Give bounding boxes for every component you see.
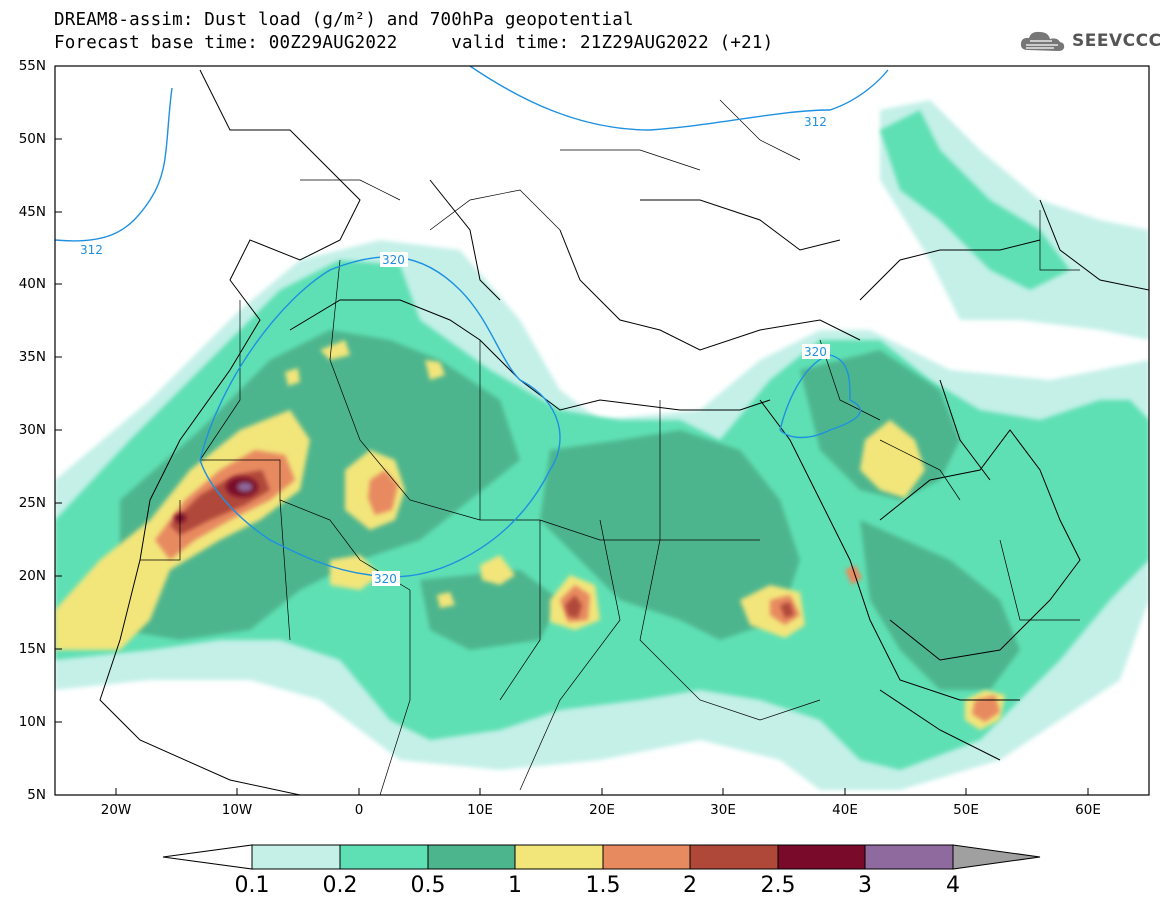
lat-tick-label: 40N [19,276,46,292]
country-borders [140,99,1080,795]
logo-text: SEEVCCC [1072,31,1162,51]
lat-tick-label: 5N [27,787,46,803]
dust-level-0.5-areas [120,330,1020,690]
lon-tick-label: 10W [222,802,253,818]
colorbar-swatch [427,844,516,870]
colorbar-tick-label: 3 [858,873,872,898]
colorbar-high-arrow [952,844,1041,870]
colorbar-tick-label: 0.1 [235,873,270,898]
colorbar-tick-label: 1 [508,873,522,898]
lon-tick-label: 20W [101,802,132,818]
colorbar-labels: 0.1 0.2 0.5 1 1.5 2 2.5 3 4 [235,873,961,898]
forecast-time-subtitle: Forecast base time: 00Z29AUG2022 valid t… [54,33,774,53]
colorbar-swatch [514,844,604,870]
colorbar-swatch [602,844,691,870]
seevccc-logo: SEEVCCC [1018,28,1162,54]
colorbar [162,844,1041,870]
map-title: DREAM8-assim: Dust load (g/m²) and 700hP… [54,10,634,30]
latitude-axis: 55N 50N 45N 40N 35N 30N 25N 20N 15N 10N … [19,58,62,803]
lat-tick-label: 55N [19,58,46,74]
lat-tick-label: 10N [19,714,46,730]
contour-labels: 312 312 320 320 320 [78,114,830,586]
lon-tick-label: 40E [832,802,858,818]
colorbar-tick-label: 2.5 [761,873,796,898]
lon-tick-label: 30E [710,802,736,818]
cloud-icon [1020,31,1065,51]
lon-tick-label: 10E [467,802,493,818]
colorbar-tick-label: 2 [683,873,697,898]
geopotential-contours [55,66,889,578]
contour-label-320-north: 320 [382,253,405,267]
colorbar-swatch [339,844,429,870]
colorbar-tick-label: 1.5 [586,873,621,898]
colorbar-swatch [689,844,779,870]
colorbar-swatch [864,844,954,870]
lon-tick-label: 20E [589,802,615,818]
colorbar-tick-label: 4 [946,873,960,898]
colorbar-swatch [251,844,341,870]
colorbar-low-arrow [162,844,253,870]
colorbar-swatch [777,844,866,870]
dust-level-3-areas [174,477,258,523]
lon-tick-label: 0 [355,802,364,818]
contour-label-320-south: 320 [374,572,397,586]
lat-tick-label: 20N [19,568,46,584]
colorbar-tick-label: 0.5 [411,873,446,898]
lat-tick-label: 15N [19,641,46,657]
coastlines [99,69,1149,795]
lat-tick-label: 35N [19,349,46,365]
lon-tick-label: 50E [953,802,979,818]
contour-label-312-east: 312 [804,115,827,129]
lon-tick-label: 60E [1075,802,1101,818]
lat-tick-label: 30N [19,422,46,438]
contour-label-320-east: 320 [804,345,827,359]
longitude-axis: 20W 10W 0 10E 20E 30E 40E 50E 60E [101,788,1101,818]
lat-tick-label: 45N [19,204,46,220]
contour-label-312-west: 312 [80,243,103,257]
lat-tick-label: 50N [19,131,46,147]
colorbar-tick-label: 0.2 [323,873,358,898]
lat-tick-label: 25N [19,495,46,511]
